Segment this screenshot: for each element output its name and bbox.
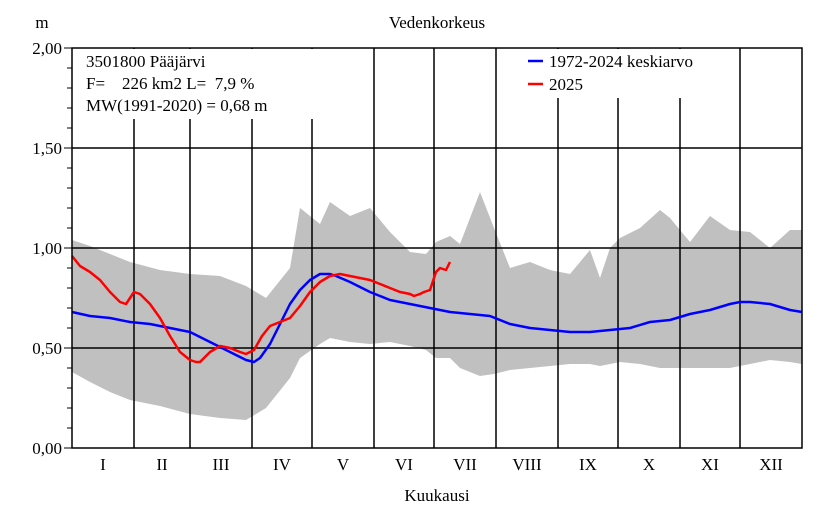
y-tick-label: 1,50	[32, 139, 62, 158]
month-label: VI	[395, 455, 413, 474]
x-axis-label: Kuukausi	[404, 486, 469, 505]
month-label: I	[100, 455, 106, 474]
mean-water-level: MW(1991-2020) = 0,68 m	[86, 96, 267, 115]
series-line-2025	[71, 255, 452, 364]
min-max-band	[72, 192, 802, 420]
month-label: IV	[273, 455, 292, 474]
month-label: X	[643, 455, 655, 474]
catchment-info: F= 226 km2 L= 7,9 %	[86, 74, 254, 93]
y-tick-label: 0,50	[32, 339, 62, 358]
month-label: VII	[453, 455, 477, 474]
y-axis-label: m	[35, 13, 48, 32]
month-label: V	[337, 455, 350, 474]
grid-layer	[72, 48, 802, 448]
tick-layer: 0,000,501,001,502,00I II III IV V VI VII VIII IX…	[32, 39, 783, 474]
plot-frame	[71, 47, 803, 449]
legend-box	[522, 49, 738, 98]
month-label: IX	[579, 455, 597, 474]
y-tick-label: 0,00	[32, 439, 62, 458]
series-line-mean	[71, 272, 803, 364]
legend-label-mean: 1972-2024 keskiarvo	[549, 52, 693, 71]
month-label: VIII	[512, 455, 542, 474]
info-box	[80, 49, 322, 119]
month-label: III	[213, 455, 230, 474]
station-name: 3501800 Pääjärvi	[86, 52, 206, 71]
y-tick-label: 1,00	[32, 239, 62, 258]
y-tick-label: 2,00	[32, 39, 62, 58]
month-label: XII	[759, 455, 783, 474]
legend-label-2025: 2025	[549, 75, 583, 94]
range-band-layer	[72, 192, 802, 420]
month-label: XI	[701, 455, 719, 474]
series-layer	[71, 255, 803, 364]
chart-title: Vedenkorkeus	[389, 13, 485, 32]
month-label: II	[156, 455, 168, 474]
